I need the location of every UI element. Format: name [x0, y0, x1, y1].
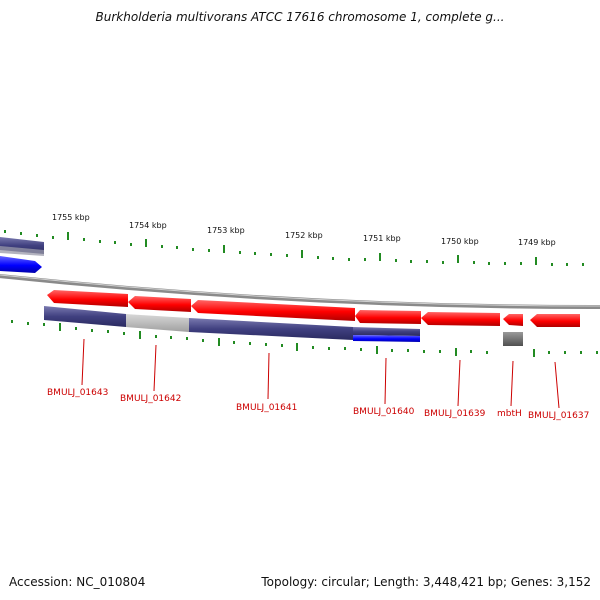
major-tick [59, 323, 61, 331]
major-tick [223, 245, 225, 253]
gene-label-BMULJ_01643[interactable]: BMULJ_01643 [47, 388, 108, 398]
accession-text: Accession: NC_010804 [9, 575, 146, 589]
scale-label-1754: 1754 kbp [129, 221, 167, 230]
scale-labels: 1755 kbp 1754 kbp 1753 kbp 1752 kbp 1751… [52, 213, 556, 247]
cds-block-BMULJ_01641[interactable] [189, 318, 353, 340]
gene-label-BMULJ_01642[interactable]: BMULJ_01642 [120, 394, 181, 404]
leader-line [81, 338, 85, 386]
gene-label-BMULJ_01640[interactable]: BMULJ_01640 [353, 407, 415, 417]
gene-label-BMULJ_01637[interactable]: BMULJ_01637 [528, 411, 589, 421]
major-tick [296, 343, 298, 351]
genome-summary-text: Topology: circular; Length: 3,448,421 bp… [261, 575, 591, 589]
major-tick [379, 253, 381, 261]
gene-labels: BMULJ_01643 BMULJ_01642 BMULJ_01641 BMUL… [47, 388, 589, 421]
leader-line [457, 359, 461, 407]
cds-block-BMULJ_01642[interactable] [126, 314, 189, 332]
leader-line [153, 344, 157, 392]
major-tick [535, 257, 537, 265]
major-tick [218, 338, 220, 346]
major-tick [301, 250, 303, 258]
scale-label-1752: 1752 kbp [285, 231, 323, 240]
gene-arrow-BMULJ_01639[interactable] [421, 312, 500, 326]
gene-arrow-BMULJ_01643[interactable] [47, 290, 128, 307]
gene-label-BMULJ_01639[interactable]: BMULJ_01639 [424, 409, 486, 419]
forward-gene-arrow[interactable] [0, 256, 42, 273]
page-title: Burkholderia multivorans ATCC 17616 chro… [95, 10, 505, 24]
scale-label-1753: 1753 kbp [207, 226, 245, 235]
gene-track [47, 290, 580, 327]
leader-line [267, 352, 270, 400]
cds-block-mbtH[interactable] [503, 332, 523, 346]
upper-scale-ticks [4, 230, 584, 266]
major-tick [455, 348, 457, 356]
major-tick [139, 331, 141, 339]
lower-minor-ticks [11, 320, 598, 354]
major-tick [533, 349, 535, 357]
outer-feature-grey [0, 246, 44, 256]
cds-block-BMULJ_01643[interactable] [44, 306, 126, 327]
major-tick [145, 239, 147, 247]
cds-block-BMULJ_01640[interactable] [353, 327, 420, 336]
label-leaders [81, 338, 560, 409]
gene-label-BMULJ_01641[interactable]: BMULJ_01641 [236, 403, 297, 413]
gene-label-mbtH[interactable]: mbtH [497, 409, 522, 419]
lower-scale-ticks [11, 320, 598, 357]
gene-arrow-BMULJ_01637[interactable] [530, 314, 580, 327]
chromosome-backbone-highlight [0, 274, 600, 307]
cds-block-BMULJ_01640-blue[interactable] [353, 335, 420, 342]
gene-arrow-BMULJ_01642[interactable] [128, 296, 191, 312]
major-tick [457, 255, 459, 263]
scale-label-1751: 1751 kbp [363, 234, 401, 243]
leader-line [510, 360, 514, 407]
scale-label-1749: 1749 kbp [518, 238, 556, 247]
scale-label-1750: 1750 kbp [441, 237, 479, 246]
cds-track [44, 306, 523, 346]
gene-arrow-BMULJ_01640[interactable] [355, 310, 421, 324]
leader-line [554, 361, 560, 409]
chromosome-backbone [0, 274, 600, 310]
major-tick [376, 346, 378, 354]
gene-arrow-BMULJ_01641[interactable] [191, 300, 355, 321]
scale-label-1755: 1755 kbp [52, 213, 90, 222]
leader-line [384, 357, 387, 405]
major-tick [67, 232, 69, 240]
gene-arrow-mbtH[interactable] [503, 314, 523, 326]
minor-ticks [4, 230, 584, 266]
